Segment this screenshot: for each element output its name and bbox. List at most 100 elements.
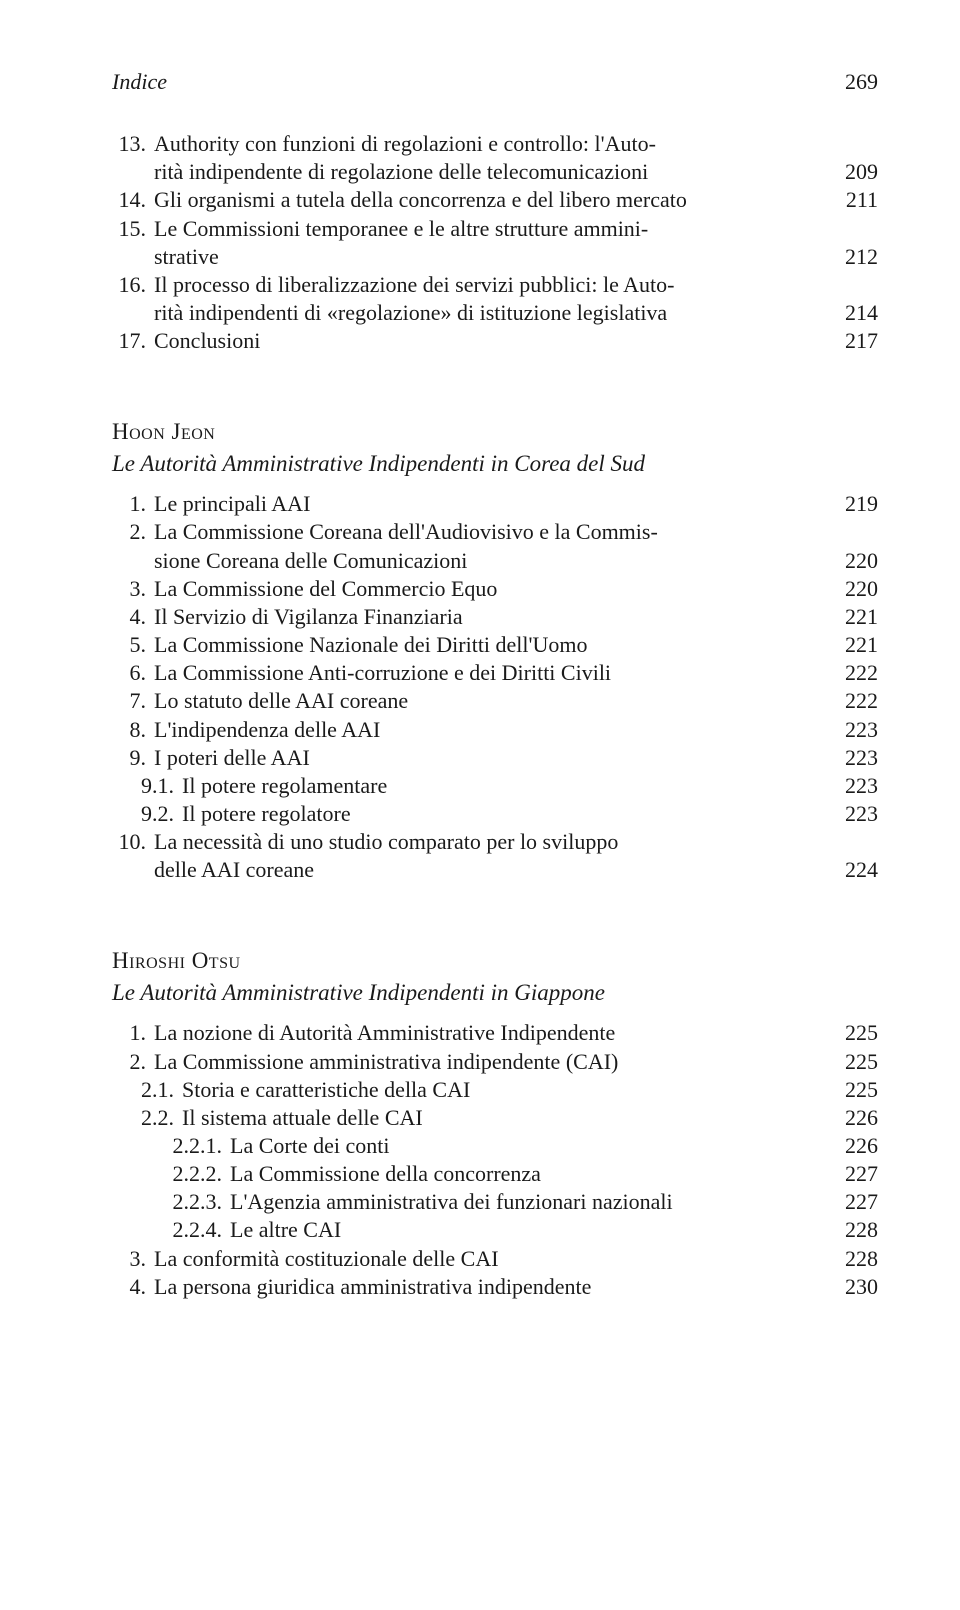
page: Indice 269 13.Authority con funzioni di … [0, 0, 960, 1610]
entry-text: Le principali AAI [154, 490, 826, 518]
entry-subsubnumber: 2.2.4. [112, 1216, 230, 1244]
toc-line: 8.L'indipendenza delle AAI223 [112, 716, 878, 744]
toc-line: 16.Il processo di liberalizzazione dei s… [112, 271, 878, 299]
entry-text: La Commissione del Commercio Equo [154, 575, 826, 603]
entry-text-continuation: delle AAI coreane [112, 856, 826, 884]
toc-line: 9.2.Il potere regolatore223 [112, 800, 878, 828]
entry-text: Il potere regolamentare [182, 772, 826, 800]
entry-number: 7. [112, 687, 154, 715]
entry-number: 17. [112, 327, 154, 355]
entry-page: 226 [826, 1104, 878, 1132]
toc-line: 9.1.Il potere regolamentare223 [112, 772, 878, 800]
entry-page: 225 [826, 1048, 878, 1076]
entry-text: I poteri delle AAI [154, 744, 826, 772]
toc-line: 2.2.2.La Commissione della concorrenza22… [112, 1160, 878, 1188]
entry-number: 4. [112, 603, 154, 631]
toc-line: 2.2.Il sistema attuale delle CAI226 [112, 1104, 878, 1132]
entry-page: 217 [826, 327, 878, 355]
entry-subsubnumber: 2.2.1. [112, 1132, 230, 1160]
entry-subnumber: 2.1. [112, 1076, 182, 1104]
toc-line: 1.La nozione di Autorità Amministrative … [112, 1019, 878, 1047]
entry-page: 225 [826, 1019, 878, 1047]
entry-page: 223 [826, 744, 878, 772]
entry-number: 2. [112, 1048, 154, 1076]
section2-title: Le Autorità Amministrative Indipendenti … [112, 978, 878, 1007]
toc-line: 2.2.1.La Corte dei conti226 [112, 1132, 878, 1160]
entry-text: La Commissione Anti-corruzione e dei Dir… [154, 659, 826, 687]
entry-page: 220 [826, 547, 878, 575]
entry-subsubnumber: 2.2.3. [112, 1188, 230, 1216]
toc-line: rità indipendente di regolazione delle t… [112, 158, 878, 186]
toc-line: 7.Lo statuto delle AAI coreane222 [112, 687, 878, 715]
entry-text: La persona giuridica amministrativa indi… [154, 1273, 826, 1301]
entry-text: L'indipendenza delle AAI [154, 716, 826, 744]
header-page-number: 269 [845, 68, 878, 96]
entry-subnumber: 9.1. [112, 772, 182, 800]
entry-page: 221 [826, 603, 878, 631]
entry-text: Il processo di liberalizzazione dei serv… [154, 271, 826, 299]
entry-text: La Commissione Nazionale dei Diritti del… [154, 631, 826, 659]
entry-text: Authority con funzioni di regolazioni e … [154, 130, 826, 158]
toc-line: 17.Conclusioni217 [112, 327, 878, 355]
entry-page: 214 [826, 299, 878, 327]
entry-page: 227 [826, 1188, 878, 1216]
toc-line: 2.La Commissione Coreana dell'Audiovisiv… [112, 518, 878, 546]
entry-number: 15. [112, 215, 154, 243]
entry-text: Lo statuto delle AAI coreane [154, 687, 826, 715]
toc-line: 5.La Commissione Nazionale dei Diritti d… [112, 631, 878, 659]
toc-line: 13.Authority con funzioni di regolazioni… [112, 130, 878, 158]
entry-text: Il Servizio di Vigilanza Finanziaria [154, 603, 826, 631]
entry-number: 13. [112, 130, 154, 158]
entry-page: 228 [826, 1245, 878, 1273]
entry-text: Storia e caratteristiche della CAI [182, 1076, 826, 1104]
toc-line: 2.1.Storia e caratteristiche della CAI22… [112, 1076, 878, 1104]
entry-text: Il sistema attuale delle CAI [182, 1104, 826, 1132]
entry-number: 8. [112, 716, 154, 744]
entry-number: 4. [112, 1273, 154, 1301]
entry-page: 212 [826, 243, 878, 271]
entry-number: 16. [112, 271, 154, 299]
entry-page: 223 [826, 800, 878, 828]
entry-number: 10. [112, 828, 154, 856]
entry-number: 3. [112, 575, 154, 603]
top-entries: 13.Authority con funzioni di regolazioni… [112, 130, 878, 355]
toc-line: 15.Le Commissioni temporanee e le altre … [112, 215, 878, 243]
entry-text-continuation: sione Coreana delle Comunicazioni [112, 547, 826, 575]
toc-line: 2.2.4.Le altre CAI228 [112, 1216, 878, 1244]
entry-text-continuation: strative [112, 243, 826, 271]
entry-page: 220 [826, 575, 878, 603]
entry-page: 209 [826, 158, 878, 186]
toc-line: 9.I poteri delle AAI223 [112, 744, 878, 772]
entry-page: 222 [826, 659, 878, 687]
toc-line: 2.2.3.L'Agenzia amministrativa dei funzi… [112, 1188, 878, 1216]
entry-page: 228 [826, 1216, 878, 1244]
entry-text-continuation: rità indipendenti di «regolazione» di is… [112, 299, 826, 327]
section1-title: Le Autorità Amministrative Indipendenti … [112, 449, 878, 478]
entry-text-continuation: rità indipendente di regolazione delle t… [112, 158, 826, 186]
entry-page: 227 [826, 1160, 878, 1188]
entry-text: Le altre CAI [230, 1216, 826, 1244]
section1-author: Hoon Jeon [112, 417, 878, 446]
entry-page: 226 [826, 1132, 878, 1160]
entry-number: 14. [112, 186, 154, 214]
entry-text: Gli organismi a tutela della concorrenza… [154, 186, 826, 214]
entry-page: 223 [826, 772, 878, 800]
running-header: Indice 269 [112, 68, 878, 96]
entry-text: La nozione di Autorità Amministrative In… [154, 1019, 826, 1047]
toc-line: 3.La Commissione del Commercio Equo220 [112, 575, 878, 603]
header-left: Indice [112, 68, 167, 96]
entry-number: 6. [112, 659, 154, 687]
entry-page: 221 [826, 631, 878, 659]
entry-text: Il potere regolatore [182, 800, 826, 828]
entry-number: 2. [112, 518, 154, 546]
toc-line: 6.La Commissione Anti-corruzione e dei D… [112, 659, 878, 687]
entry-number: 1. [112, 1019, 154, 1047]
entry-page: 225 [826, 1076, 878, 1104]
entry-number: 3. [112, 1245, 154, 1273]
entry-text: La Corte dei conti [230, 1132, 826, 1160]
entry-text: La necessità di uno studio comparato per… [154, 828, 826, 856]
toc-line: 14.Gli organismi a tutela della concorre… [112, 186, 878, 214]
entry-text: La conformità costituzionale delle CAI [154, 1245, 826, 1273]
entry-page: 222 [826, 687, 878, 715]
entry-text: Le Commissioni temporanee e le altre str… [154, 215, 826, 243]
